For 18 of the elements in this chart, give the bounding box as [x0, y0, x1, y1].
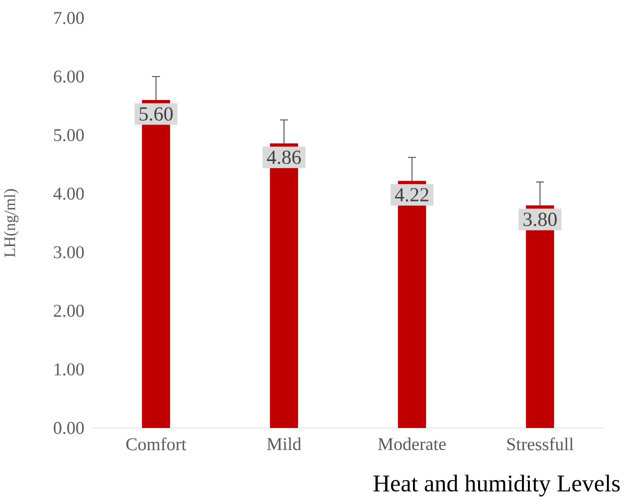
y-tick-label: 0.00	[54, 422, 84, 434]
x-tick-label: Moderate	[378, 438, 446, 450]
y-tick-label: 3.00	[54, 246, 84, 258]
x-tick-label: Comfort	[126, 438, 186, 450]
y-tick-label: 7.00	[54, 12, 84, 24]
y-tick-label: 1.00	[54, 363, 84, 376]
y-axis-title: LH(ng/ml)	[4, 189, 18, 258]
y-tick-label: 2.00	[54, 304, 84, 317]
y-tick-label: 4.00	[53, 188, 84, 200]
data-label: 4.22	[394, 188, 428, 202]
data-label: 3.80	[524, 212, 557, 226]
y-tick-label: 5.00	[54, 129, 84, 142]
y-tick-label: 6.00	[54, 70, 84, 83]
data-label: 5.60	[140, 107, 173, 121]
x-tick-label: Mild	[267, 438, 302, 450]
x-axis-title: Heat and humidity Levels	[374, 474, 620, 496]
x-tick-label: Stressfull	[507, 438, 574, 450]
data-label: 4.86	[266, 150, 301, 164]
